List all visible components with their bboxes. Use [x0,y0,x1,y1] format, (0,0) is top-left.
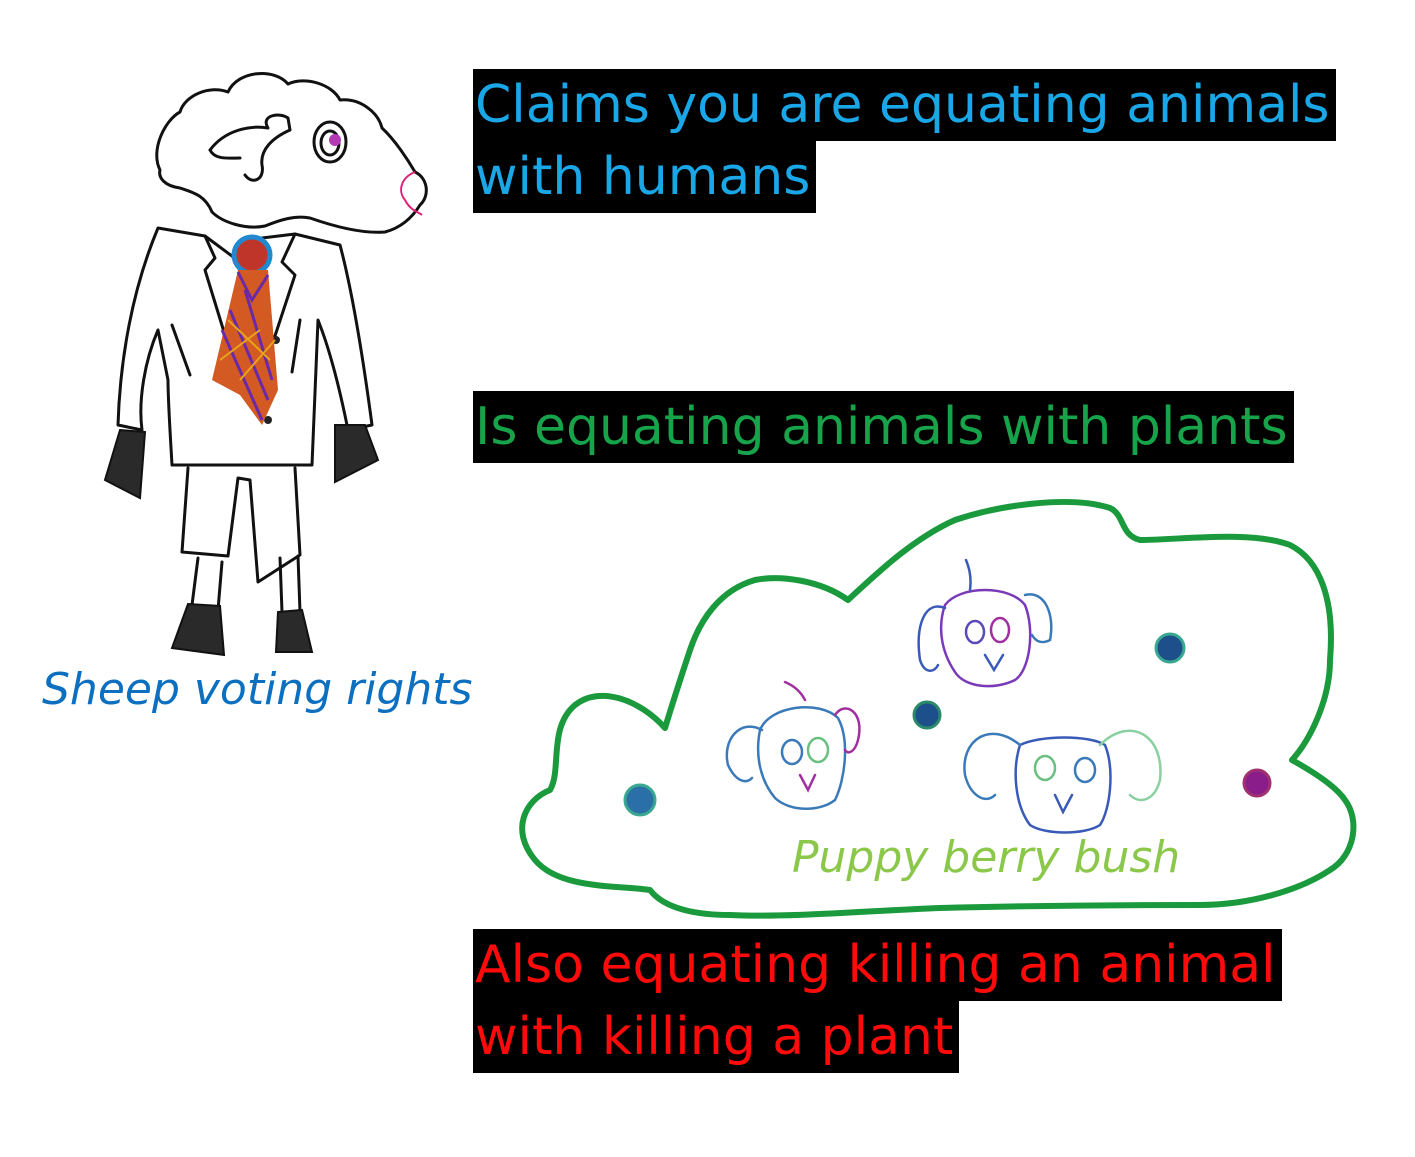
claim3-line1: Also equating killing an animal [473,929,1282,1001]
claim-equating-animals-with-plants: Is equating animals with plants [473,391,1294,463]
claim1-line1: Claims you are equating animals [473,69,1336,141]
sheep-voting-rights-label: Sheep voting rights [42,664,473,715]
claim1-line2: with humans [473,141,817,213]
sheep-in-suit-drawing [103,72,428,657]
puppy-berry-bush-label: Puppy berry bush [792,832,1181,883]
claim3-line2: with killing a plant [473,1001,960,1073]
claim2-line: Is equating animals with plants [473,391,1294,463]
claim-equating-animals-with-humans: Claims you are equating animals with hum… [473,69,1336,213]
claim-equating-killing-animal-with-plant: Also equating killing an animal with kil… [473,929,1282,1073]
